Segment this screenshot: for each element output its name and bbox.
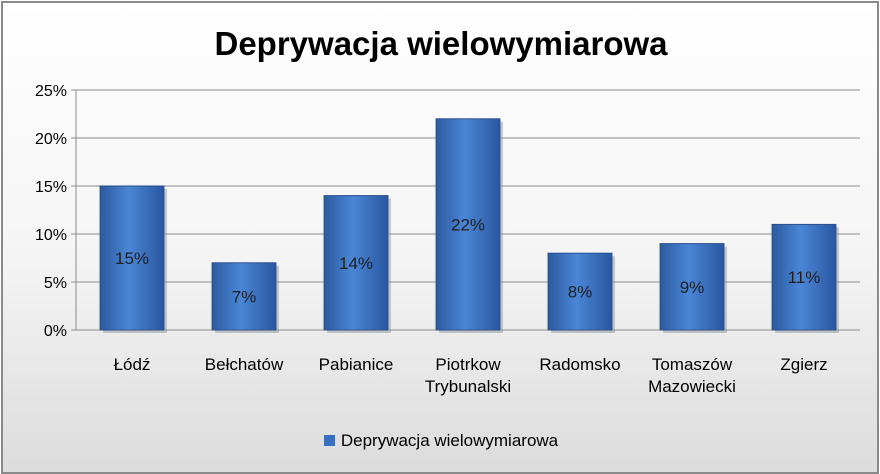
bar — [211, 262, 277, 331]
x-category-label: Pabianice — [319, 355, 394, 374]
y-tick-label: 25% — [35, 83, 67, 100]
x-category-label: Łódź — [114, 355, 151, 374]
chart-legend: Deprywacja wielowymiarowa — [3, 431, 879, 451]
y-tick-label: 15% — [35, 179, 67, 196]
y-tick-label: 20% — [35, 131, 67, 148]
y-tick-label: 10% — [35, 227, 67, 244]
data-label: 9% — [680, 278, 705, 297]
y-tick-label: 0% — [44, 323, 67, 340]
legend-label: Deprywacja wielowymiarowa — [340, 431, 559, 450]
data-label: 8% — [568, 283, 593, 302]
data-label: 22% — [451, 215, 485, 234]
data-label: 7% — [232, 287, 257, 306]
legend-swatch — [323, 435, 335, 446]
x-category-label: Radomsko — [539, 355, 620, 374]
data-label: 14% — [339, 254, 373, 273]
bar — [323, 195, 389, 331]
bar — [659, 243, 725, 331]
x-category-label: Piotrkow Trybunalski — [425, 355, 511, 396]
bar-chart: 0% 5% 10% 15% 20% 25% 15% Łódź 7% Bełchatów 14% Pab… — [35, 83, 860, 396]
bar — [771, 223, 837, 331]
y-tick-label: 5% — [44, 275, 67, 292]
chart-title: Deprywacja wielowymiarowa — [214, 25, 668, 62]
x-category-label: Zgierz — [780, 355, 827, 374]
bar — [547, 252, 613, 331]
bar — [435, 118, 501, 331]
data-label: 15% — [115, 249, 149, 268]
x-category-label: Tomaszów Mazowiecki — [648, 355, 736, 396]
data-label: 11% — [788, 268, 821, 287]
bar — [99, 185, 165, 331]
x-category-label: Bełchatów — [205, 355, 284, 374]
